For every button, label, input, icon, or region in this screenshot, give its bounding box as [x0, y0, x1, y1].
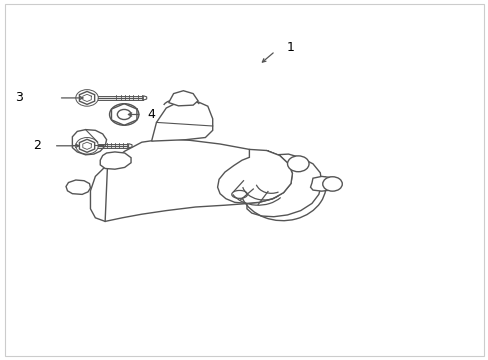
Polygon shape [100, 152, 131, 169]
Polygon shape [310, 176, 339, 191]
Text: 1: 1 [286, 41, 294, 54]
Polygon shape [246, 150, 321, 217]
Polygon shape [79, 139, 95, 152]
Polygon shape [90, 139, 285, 221]
Text: 4: 4 [147, 108, 155, 121]
Polygon shape [128, 144, 132, 148]
Polygon shape [79, 91, 95, 104]
Polygon shape [217, 149, 292, 203]
Polygon shape [151, 101, 212, 141]
Polygon shape [143, 96, 146, 100]
Text: 3: 3 [15, 91, 22, 104]
Polygon shape [72, 130, 106, 155]
Text: 2: 2 [33, 139, 41, 152]
Circle shape [109, 104, 139, 125]
Polygon shape [66, 180, 90, 194]
Polygon shape [168, 91, 198, 106]
Circle shape [117, 109, 131, 120]
Circle shape [287, 156, 308, 172]
Circle shape [322, 177, 342, 191]
